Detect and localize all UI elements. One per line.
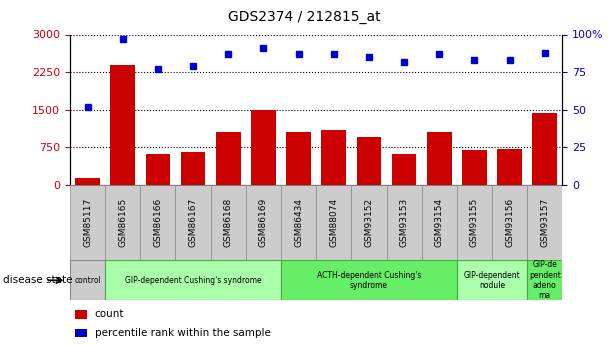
- Bar: [111, 65, 135, 185]
- Bar: [286, 132, 311, 185]
- Bar: [533, 112, 557, 185]
- Text: GIP-de
pendent
adeno
ma: GIP-de pendent adeno ma: [529, 260, 561, 300]
- Bar: [251, 110, 275, 185]
- Text: GSM86167: GSM86167: [188, 198, 198, 247]
- Text: GIP-dependent Cushing's syndrome: GIP-dependent Cushing's syndrome: [125, 276, 261, 285]
- Bar: [281, 185, 316, 260]
- Bar: [75, 178, 100, 185]
- Bar: [181, 152, 206, 185]
- Text: GSM85117: GSM85117: [83, 198, 92, 247]
- Text: GSM93157: GSM93157: [541, 198, 549, 247]
- Bar: [316, 185, 351, 260]
- Bar: [387, 185, 422, 260]
- Text: GSM93152: GSM93152: [364, 198, 373, 247]
- Text: percentile rank within the sample: percentile rank within the sample: [95, 328, 271, 338]
- Bar: [422, 185, 457, 260]
- Bar: [246, 185, 281, 260]
- Bar: [392, 154, 416, 185]
- Bar: [457, 260, 527, 300]
- Bar: [75, 329, 87, 337]
- Bar: [462, 150, 487, 185]
- Bar: [216, 132, 241, 185]
- Bar: [105, 185, 140, 260]
- Bar: [492, 185, 527, 260]
- Bar: [497, 149, 522, 185]
- Bar: [527, 185, 562, 260]
- Bar: [140, 185, 176, 260]
- Text: GSM86166: GSM86166: [153, 198, 162, 247]
- Bar: [75, 310, 87, 318]
- Text: GSM86169: GSM86169: [259, 198, 268, 247]
- Text: GSM86168: GSM86168: [224, 198, 233, 247]
- Text: GSM93153: GSM93153: [399, 198, 409, 247]
- Bar: [281, 260, 457, 300]
- Bar: [527, 260, 562, 300]
- Text: count: count: [95, 309, 124, 319]
- Bar: [357, 137, 381, 185]
- Bar: [70, 260, 105, 300]
- Text: GSM86165: GSM86165: [118, 198, 127, 247]
- Text: GIP-dependent
nodule: GIP-dependent nodule: [464, 270, 520, 290]
- Bar: [176, 185, 210, 260]
- Bar: [322, 130, 346, 185]
- Text: control: control: [74, 276, 101, 285]
- Bar: [427, 131, 452, 185]
- Bar: [70, 185, 105, 260]
- Text: GSM93154: GSM93154: [435, 198, 444, 247]
- Bar: [145, 154, 170, 185]
- Text: GSM93155: GSM93155: [470, 198, 479, 247]
- Text: GDS2374 / 212815_at: GDS2374 / 212815_at: [227, 10, 381, 24]
- Bar: [457, 185, 492, 260]
- Bar: [210, 185, 246, 260]
- Text: disease state: disease state: [3, 275, 72, 285]
- Text: GSM86434: GSM86434: [294, 198, 303, 247]
- Bar: [105, 260, 281, 300]
- Text: GSM88074: GSM88074: [330, 198, 338, 247]
- Text: GSM93156: GSM93156: [505, 198, 514, 247]
- Text: ACTH-dependent Cushing's
syndrome: ACTH-dependent Cushing's syndrome: [317, 270, 421, 290]
- Bar: [351, 185, 387, 260]
